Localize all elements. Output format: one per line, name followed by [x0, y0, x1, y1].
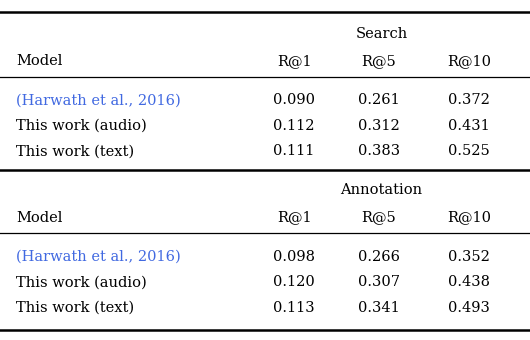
Text: 0.352: 0.352 [448, 250, 490, 264]
Text: 0.111: 0.111 [273, 144, 315, 158]
Text: 0.090: 0.090 [273, 93, 315, 107]
Text: 0.431: 0.431 [448, 119, 490, 133]
Text: This work (audio): This work (audio) [16, 119, 147, 133]
Text: 0.307: 0.307 [358, 275, 400, 289]
Text: 0.312: 0.312 [358, 119, 400, 133]
Text: R@1: R@1 [277, 210, 312, 225]
Text: R@5: R@5 [361, 210, 396, 225]
Text: 0.438: 0.438 [448, 275, 490, 289]
Text: 0.341: 0.341 [358, 301, 400, 315]
Text: 0.493: 0.493 [448, 301, 490, 315]
Text: This work (text): This work (text) [16, 301, 134, 315]
Text: R@5: R@5 [361, 54, 396, 68]
Text: Model: Model [16, 210, 63, 225]
Text: 0.261: 0.261 [358, 93, 400, 107]
Text: 0.113: 0.113 [273, 301, 315, 315]
Text: 0.112: 0.112 [273, 119, 315, 133]
Text: 0.266: 0.266 [358, 250, 400, 264]
Text: R@10: R@10 [447, 210, 491, 225]
Text: Model: Model [16, 54, 63, 68]
Text: 0.372: 0.372 [448, 93, 490, 107]
Text: 0.525: 0.525 [448, 144, 490, 158]
Text: This work (text): This work (text) [16, 144, 134, 158]
Text: This work (audio): This work (audio) [16, 275, 147, 289]
Text: (Harwath et al., 2016): (Harwath et al., 2016) [16, 250, 181, 264]
Text: R@10: R@10 [447, 54, 491, 68]
Text: Search: Search [356, 27, 408, 41]
Text: 0.098: 0.098 [273, 250, 315, 264]
Text: R@1: R@1 [277, 54, 312, 68]
Text: 0.383: 0.383 [358, 144, 400, 158]
Text: Annotation: Annotation [341, 183, 422, 198]
Text: (Harwath et al., 2016): (Harwath et al., 2016) [16, 93, 181, 107]
Text: 0.120: 0.120 [273, 275, 315, 289]
